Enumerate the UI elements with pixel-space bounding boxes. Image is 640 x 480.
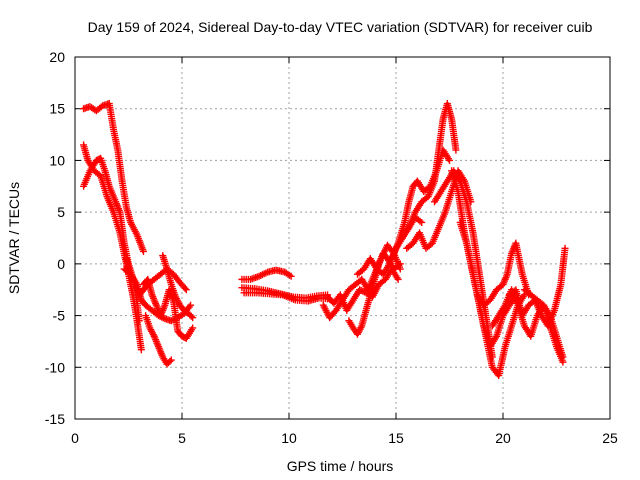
y-tick-label: 20 (49, 49, 65, 65)
y-tick-label: 5 (57, 204, 65, 220)
x-tick-label: 0 (71, 430, 79, 446)
data-point (189, 314, 197, 322)
y-tick-label: 0 (57, 256, 65, 272)
data-point (446, 156, 453, 164)
y-tick-label: -15 (45, 411, 65, 427)
x-tick-label: 5 (178, 430, 186, 446)
y-tick-label: -5 (53, 308, 66, 324)
data-point (418, 218, 426, 226)
data-point (187, 312, 195, 320)
series-track-u (456, 218, 528, 380)
series-track-a (80, 100, 147, 255)
y-tick-label: -10 (45, 359, 65, 375)
data-point (452, 146, 460, 154)
x-tick-label: 25 (602, 430, 618, 446)
series-track-q (398, 100, 460, 242)
data-point (167, 356, 175, 364)
data-point (359, 287, 367, 295)
series-track-y (520, 286, 567, 361)
y-tick-label: 10 (49, 152, 65, 168)
data-point (416, 217, 424, 225)
data-point (357, 286, 365, 294)
data-point (356, 286, 364, 294)
y-axis-label: SDTVAR / TECUs (6, 182, 22, 294)
x-tick-label: 10 (281, 430, 297, 446)
series-track-v (473, 239, 533, 309)
data-point (287, 272, 295, 280)
series-track-i (238, 266, 295, 283)
data-point (286, 271, 294, 279)
data-point (394, 275, 402, 283)
data-point (187, 301, 195, 309)
series-track-r (403, 167, 475, 252)
data-point (189, 324, 197, 332)
series-track-k (240, 289, 334, 305)
y-tick-label: 15 (49, 101, 65, 117)
series-track-m (324, 265, 402, 314)
plot-frame (74, 56, 611, 420)
data-point (166, 357, 174, 365)
y-axis-ticks: -15 -10 -5 0 5 10 15 20 (45, 49, 610, 427)
x-tick-label: 20 (495, 430, 511, 446)
series-track-f (142, 312, 175, 368)
data-point (561, 244, 569, 252)
data-point (135, 317, 143, 325)
data-point (182, 286, 190, 294)
series-track-g (139, 275, 197, 342)
x-tick-label: 15 (388, 430, 404, 446)
data-point (181, 284, 189, 292)
series-track-h (159, 252, 197, 322)
data-point (137, 346, 145, 354)
data-point (395, 261, 403, 269)
x-axis-label: GPS time / hours (287, 458, 394, 474)
data-points (80, 100, 569, 380)
chart-title: Day 159 of 2024, Sidereal Day-to-day VTE… (88, 19, 593, 35)
data-point (396, 260, 404, 268)
data-point (139, 247, 147, 255)
data-point (559, 353, 567, 361)
